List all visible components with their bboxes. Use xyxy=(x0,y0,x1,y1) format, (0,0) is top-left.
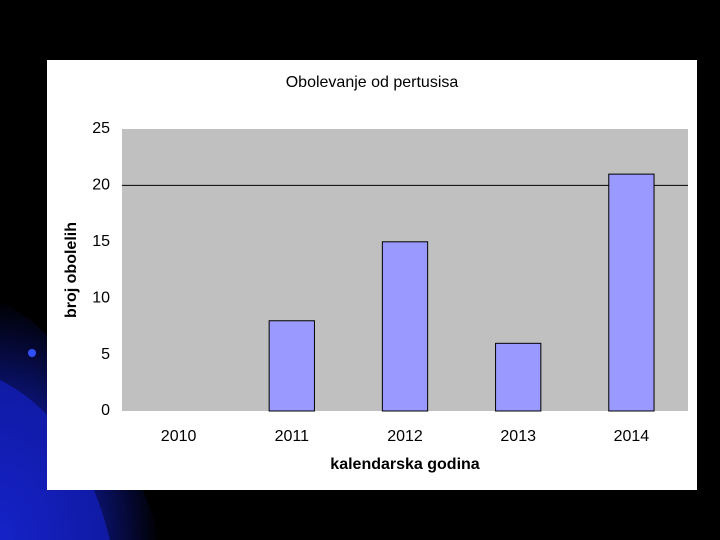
x-tick-label: 2011 xyxy=(275,428,310,445)
y-tick-label: 10 xyxy=(92,289,110,306)
x-tick-label: 2013 xyxy=(500,428,536,445)
y-tick-label: 15 xyxy=(92,233,110,250)
y-tick-label: 5 xyxy=(101,346,110,363)
swirl-dot xyxy=(28,349,36,357)
x-tick-label: 2010 xyxy=(161,428,197,445)
y-tick-label: 25 xyxy=(92,120,110,137)
bar xyxy=(495,342,542,412)
bar xyxy=(381,241,429,412)
y-tick-label: 0 xyxy=(101,402,110,419)
y-tick-label: 20 xyxy=(92,177,110,194)
x-axis-title: kalendarska godina xyxy=(330,456,479,473)
chart-title: Obolevanje od pertusisa xyxy=(286,74,459,91)
y-axis-title: broj obolelih xyxy=(63,222,80,318)
x-tick-label: 2014 xyxy=(614,428,650,445)
x-tick-label: 2012 xyxy=(387,428,423,445)
bar xyxy=(268,320,315,412)
bar xyxy=(608,173,655,412)
